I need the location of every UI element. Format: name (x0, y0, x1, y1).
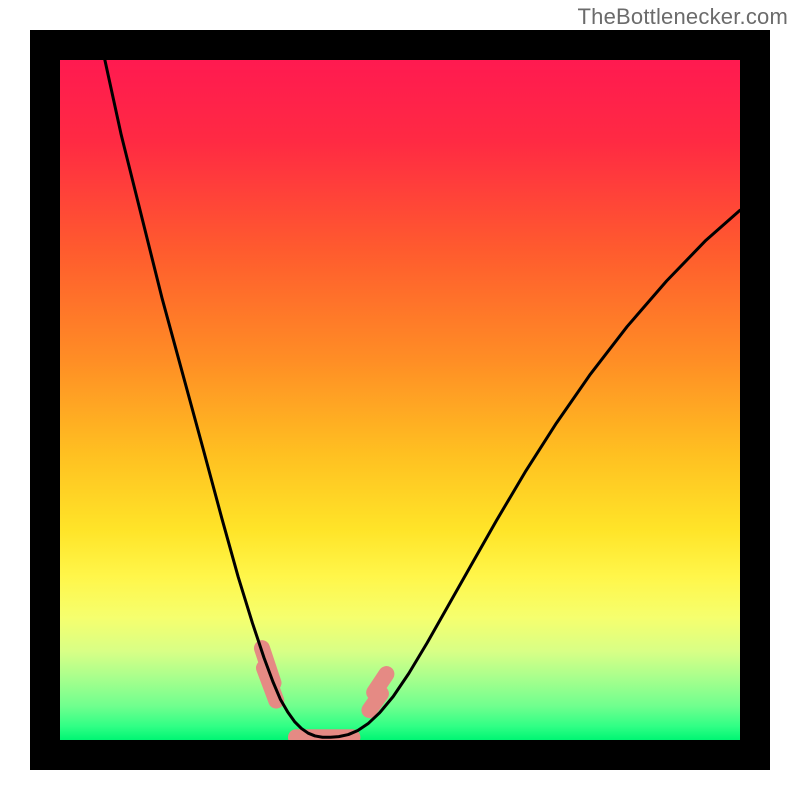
plot-background (60, 60, 740, 740)
watermark-text: TheBottlenecker.com (578, 4, 788, 30)
bottleneck-chart (0, 0, 800, 800)
chart-container: TheBottlenecker.com (0, 0, 800, 800)
